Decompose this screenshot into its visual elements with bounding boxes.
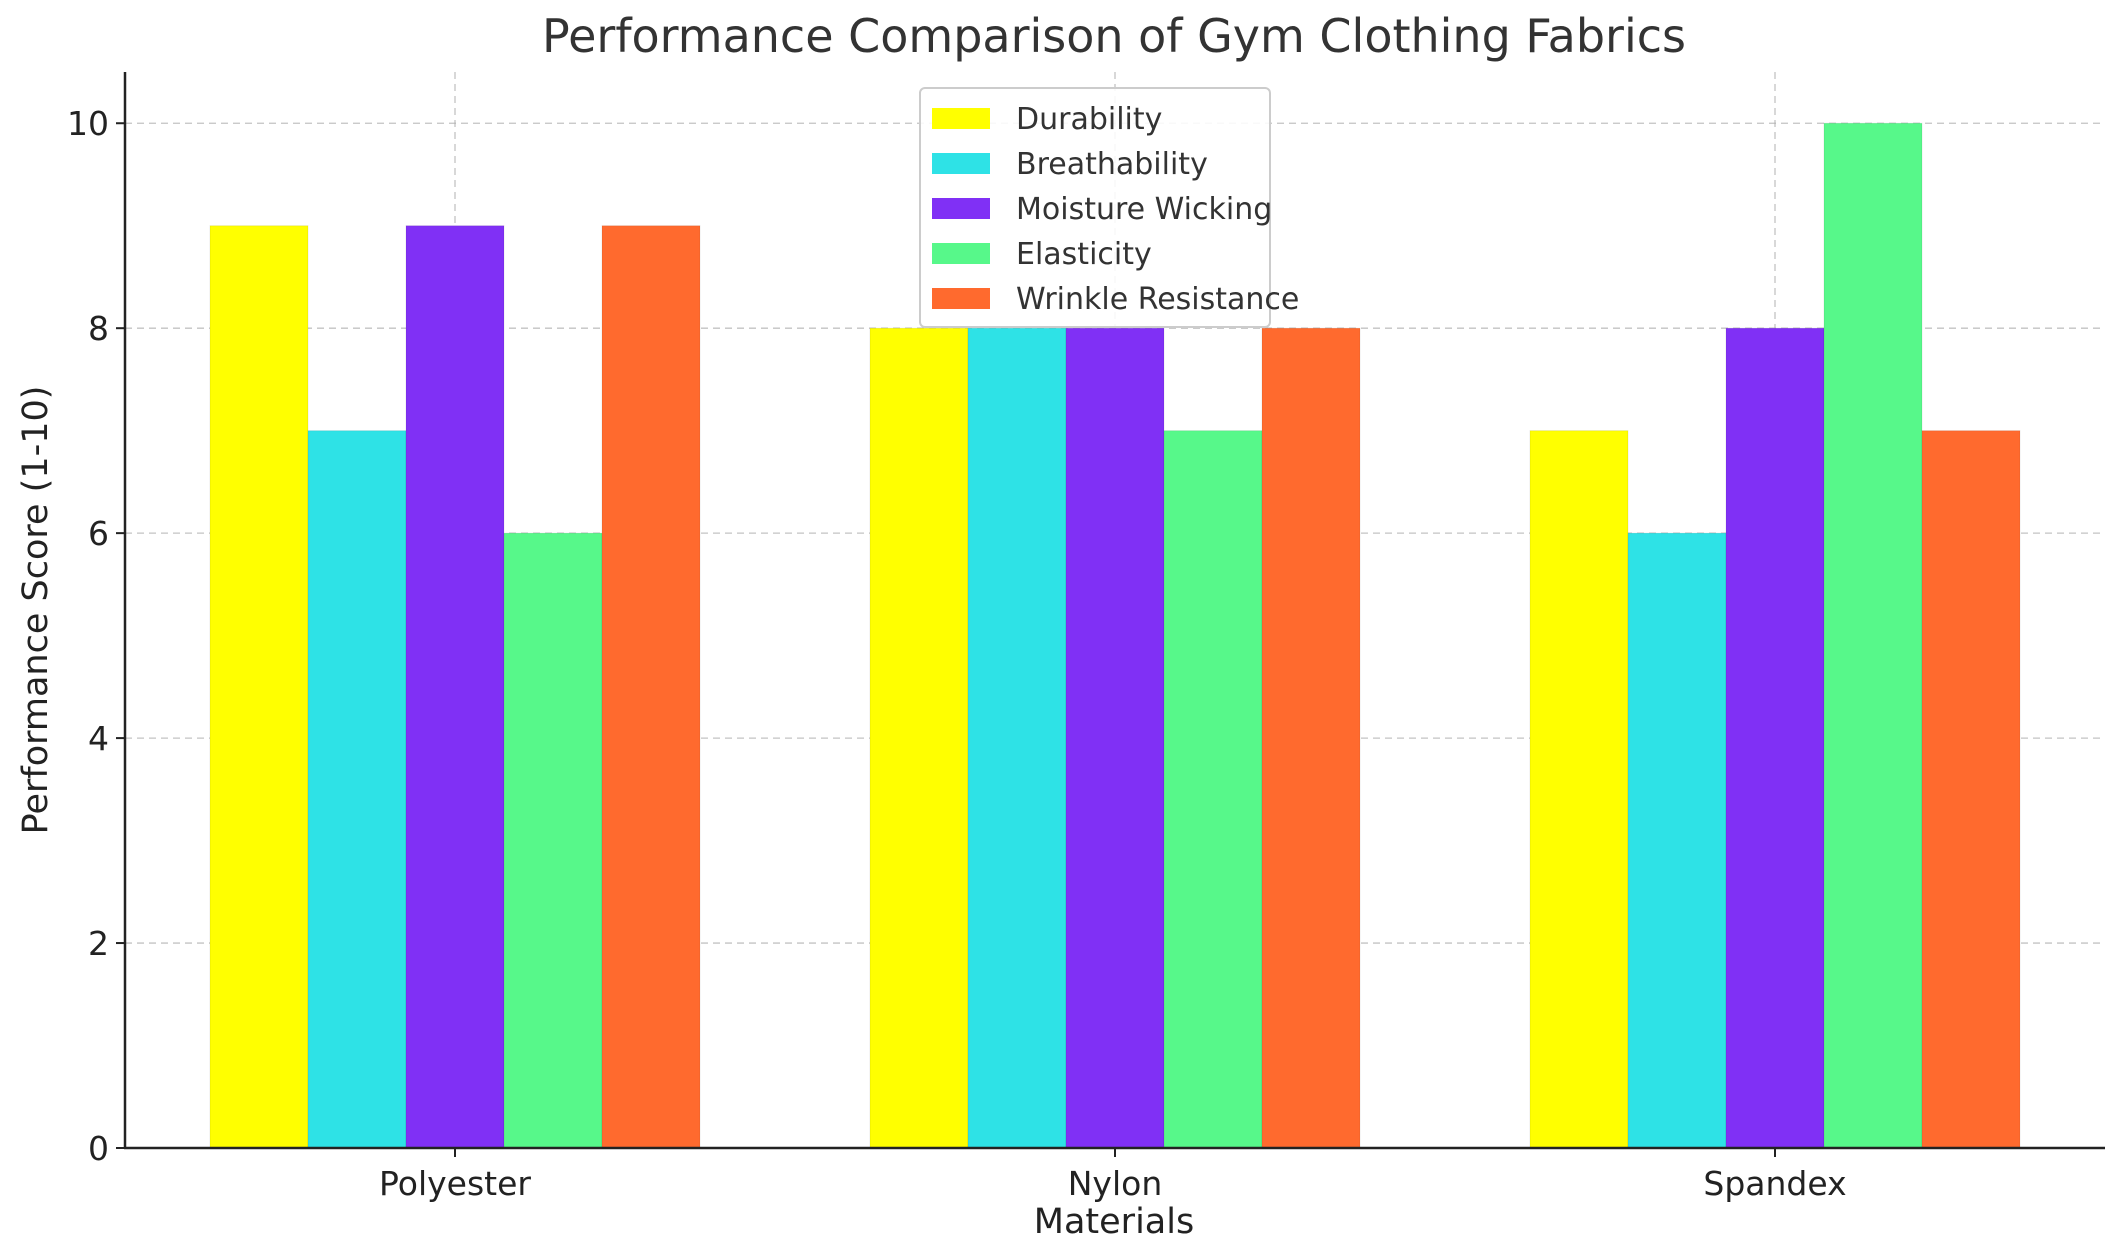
- y-tick-label: 4: [88, 719, 109, 758]
- legend-swatch: [932, 243, 990, 264]
- y-tick-label: 8: [88, 309, 109, 348]
- x-tick-label: Polyester: [379, 1164, 531, 1203]
- legend-swatch: [932, 198, 990, 219]
- bar-durability-polyester: [209, 225, 309, 1149]
- legend: Durability Breathability Moisture Wicking E…: [919, 87, 1299, 328]
- x-tick-label: Nylon: [1068, 1164, 1163, 1203]
- legend-swatch: [932, 288, 990, 309]
- legend-label: Wrinkle Resistance: [1016, 282, 1299, 317]
- bar-elasticity-spandex: [1823, 122, 1923, 1149]
- legend-swatch: [932, 108, 990, 129]
- tick-labels: 0 2 4 6 8 10 Polyester Nylon Spandex: [67, 104, 1847, 1203]
- legend-label: Durability: [1016, 102, 1162, 137]
- bar-elasticity-nylon: [1163, 430, 1263, 1149]
- bar-durability-spandex: [1529, 430, 1629, 1149]
- bar-moisture-wicking-spandex: [1725, 327, 1825, 1149]
- legend-box: [919, 87, 1271, 328]
- bar-breathability-nylon: [967, 327, 1067, 1149]
- x-axis-label: Materials: [1034, 1202, 1194, 1242]
- bars: [209, 122, 2021, 1149]
- legend-label: Moisture Wicking: [1016, 192, 1272, 227]
- bar-breathability-spandex: [1627, 532, 1727, 1149]
- chart-title: Performance Comparison of Gym Clothing F…: [542, 9, 1686, 63]
- y-tick-label: 2: [88, 924, 109, 963]
- legend-label: Breathability: [1016, 147, 1208, 182]
- y-tick-label: 6: [88, 514, 109, 553]
- bar-elasticity-polyester: [503, 532, 603, 1149]
- legend-label: Elasticity: [1016, 237, 1152, 272]
- bar-breathability-polyester: [307, 430, 407, 1149]
- y-tick-label: 0: [88, 1129, 109, 1168]
- bar-durability-nylon: [869, 327, 969, 1149]
- legend-swatch: [932, 153, 990, 174]
- bar-wrinkle-resistance-spandex: [1921, 430, 2021, 1149]
- x-tick-label: Spandex: [1703, 1164, 1846, 1203]
- y-axis-label: Performance Score (1-10): [16, 386, 56, 835]
- bar-wrinkle-resistance-polyester: [601, 225, 701, 1149]
- bar-wrinkle-resistance-nylon: [1261, 327, 1361, 1149]
- y-tick-label: 10: [67, 104, 109, 143]
- bar-moisture-wicking-polyester: [405, 225, 505, 1149]
- bar-moisture-wicking-nylon: [1065, 327, 1165, 1149]
